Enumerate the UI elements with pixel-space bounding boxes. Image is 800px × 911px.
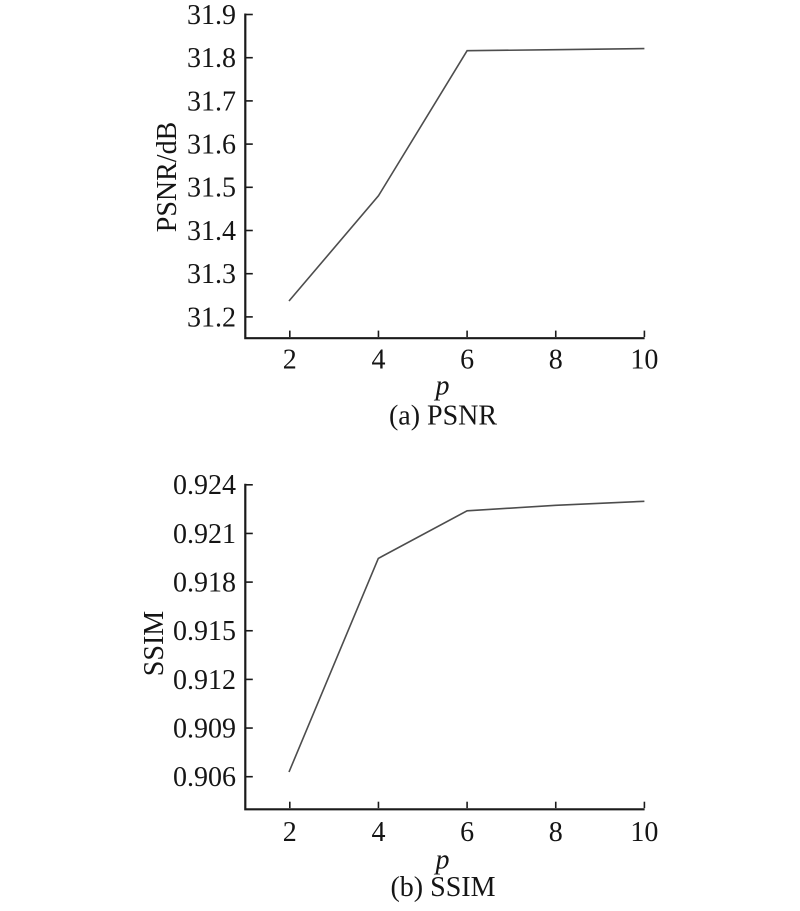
svg-text:31.9: 31.9 — [187, 0, 236, 31]
svg-text:2: 2 — [283, 817, 297, 848]
svg-text:31.8: 31.8 — [187, 43, 236, 74]
svg-text:0.912: 0.912 — [173, 665, 236, 696]
svg-text:p: p — [434, 370, 450, 401]
svg-text:31.3: 31.3 — [187, 259, 236, 290]
svg-text:(a) PSNR: (a) PSNR — [389, 400, 497, 431]
svg-text:6: 6 — [460, 817, 474, 848]
svg-text:SSIM: SSIM — [139, 611, 170, 676]
svg-text:31.5: 31.5 — [187, 173, 236, 204]
svg-text:4: 4 — [371, 344, 385, 375]
svg-text:PSNR/dB: PSNR/dB — [152, 122, 183, 233]
svg-text:10: 10 — [630, 344, 658, 375]
svg-text:4: 4 — [371, 817, 385, 848]
svg-text:31.2: 31.2 — [187, 302, 236, 333]
svg-text:0.918: 0.918 — [173, 568, 236, 599]
svg-text:8: 8 — [549, 344, 563, 375]
svg-text:0.906: 0.906 — [173, 762, 236, 793]
svg-text:p: p — [434, 844, 450, 875]
svg-text:0.924: 0.924 — [173, 470, 236, 501]
svg-text:0.909: 0.909 — [173, 713, 236, 744]
svg-text:31.4: 31.4 — [187, 216, 236, 247]
svg-text:31.7: 31.7 — [187, 86, 236, 117]
svg-text:2: 2 — [283, 344, 297, 375]
svg-text:10: 10 — [630, 817, 658, 848]
svg-text:(b) SSIM: (b) SSIM — [390, 872, 495, 903]
svg-text:6: 6 — [460, 344, 474, 375]
svg-text:0.915: 0.915 — [173, 616, 236, 647]
svg-text:31.6: 31.6 — [187, 130, 236, 161]
svg-text:8: 8 — [549, 817, 563, 848]
svg-text:0.921: 0.921 — [173, 519, 236, 550]
